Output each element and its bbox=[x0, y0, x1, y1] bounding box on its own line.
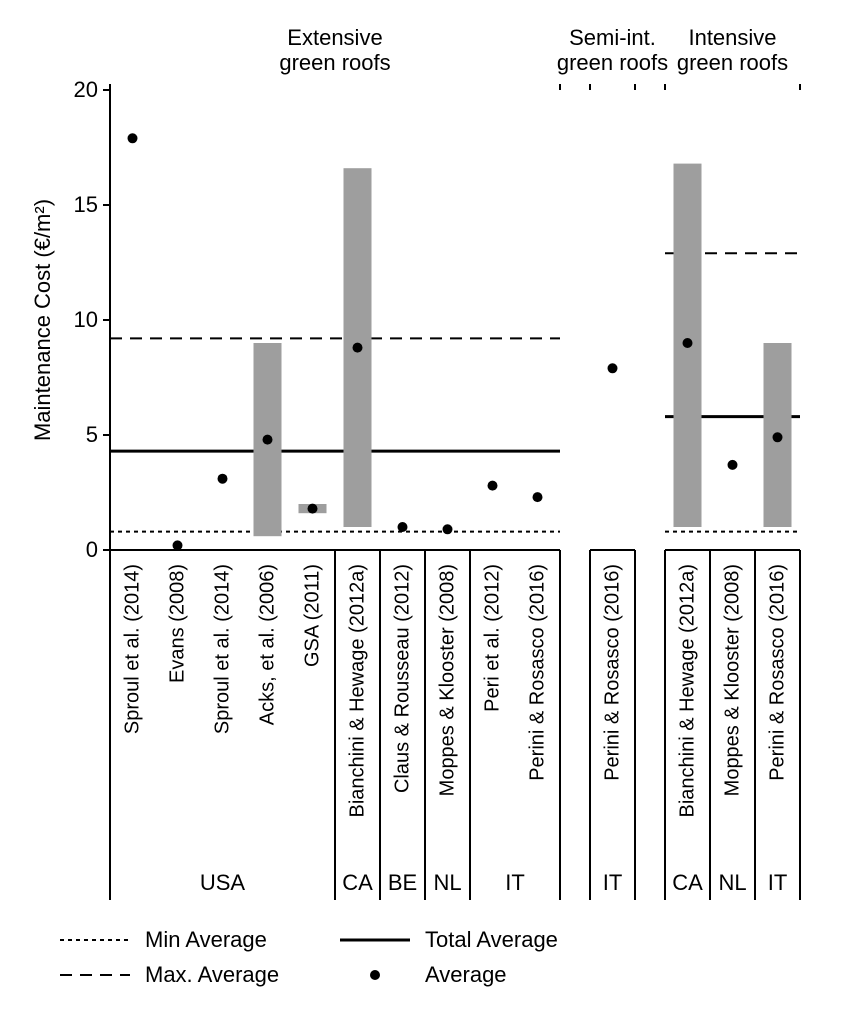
svg-text:Evans (2008): Evans (2008) bbox=[167, 564, 189, 683]
svg-text:green roofs: green roofs bbox=[677, 50, 788, 75]
svg-text:Peri et al. (2012): Peri et al. (2012) bbox=[482, 564, 504, 712]
svg-text:Sproul et al. (2014): Sproul et al. (2014) bbox=[212, 564, 234, 734]
svg-text:CA: CA bbox=[672, 870, 703, 895]
svg-text:Sproul et al. (2014): Sproul et al. (2014) bbox=[122, 564, 144, 734]
svg-text:Semi-int.: Semi-int. bbox=[569, 25, 656, 50]
svg-text:Max. Average: Max. Average bbox=[145, 962, 279, 987]
svg-text:Perini & Rosasco (2016): Perini & Rosasco (2016) bbox=[527, 564, 549, 781]
svg-text:USA: USA bbox=[200, 870, 246, 895]
svg-text:10: 10 bbox=[74, 307, 98, 332]
svg-text:Moppes & Klooster (2008): Moppes & Klooster (2008) bbox=[722, 564, 744, 796]
svg-text:green roofs: green roofs bbox=[279, 50, 390, 75]
svg-text:0: 0 bbox=[86, 537, 98, 562]
svg-text:Moppes & Klooster (2008): Moppes & Klooster (2008) bbox=[437, 564, 459, 796]
svg-text:IT: IT bbox=[505, 870, 525, 895]
svg-text:Bianchini & Hewage (2012a): Bianchini & Hewage (2012a) bbox=[347, 564, 369, 818]
svg-text:NL: NL bbox=[718, 870, 746, 895]
svg-text:Average: Average bbox=[425, 962, 507, 987]
svg-text:CA: CA bbox=[342, 870, 373, 895]
svg-text:5: 5 bbox=[86, 422, 98, 447]
svg-text:20: 20 bbox=[74, 77, 98, 102]
svg-text:green roofs: green roofs bbox=[557, 50, 668, 75]
svg-text:IT: IT bbox=[768, 870, 788, 895]
maintenance-cost-chart: 0 5 10 15 20 Maintenance Cost (€/m²) Extensive… bbox=[20, 20, 846, 1004]
svg-text:Perini & Rosasco (2016): Perini & Rosasco (2016) bbox=[602, 564, 624, 781]
svg-text:IT: IT bbox=[603, 870, 623, 895]
svg-text:Min Average: Min Average bbox=[145, 927, 267, 952]
svg-text:BE: BE bbox=[388, 870, 417, 895]
svg-text:NL: NL bbox=[433, 870, 461, 895]
svg-text:Total Average: Total Average bbox=[425, 927, 558, 952]
svg-text:Maintenance Cost (€/m²): Maintenance Cost (€/m²) bbox=[30, 199, 55, 441]
svg-text:Acks, et al. (2006): Acks, et al. (2006) bbox=[257, 564, 279, 725]
svg-text:Perini & Rosasco (2016): Perini & Rosasco (2016) bbox=[767, 564, 789, 781]
svg-text:GSA (2011): GSA (2011) bbox=[302, 564, 324, 667]
svg-text:15: 15 bbox=[74, 192, 98, 217]
svg-text:Claus & Rousseau (2012): Claus & Rousseau (2012) bbox=[392, 564, 414, 793]
svg-text:Intensive: Intensive bbox=[688, 25, 776, 50]
svg-text:Extensive: Extensive bbox=[287, 25, 382, 50]
svg-text:Bianchini & Hewage (2012a): Bianchini & Hewage (2012a) bbox=[677, 564, 699, 818]
